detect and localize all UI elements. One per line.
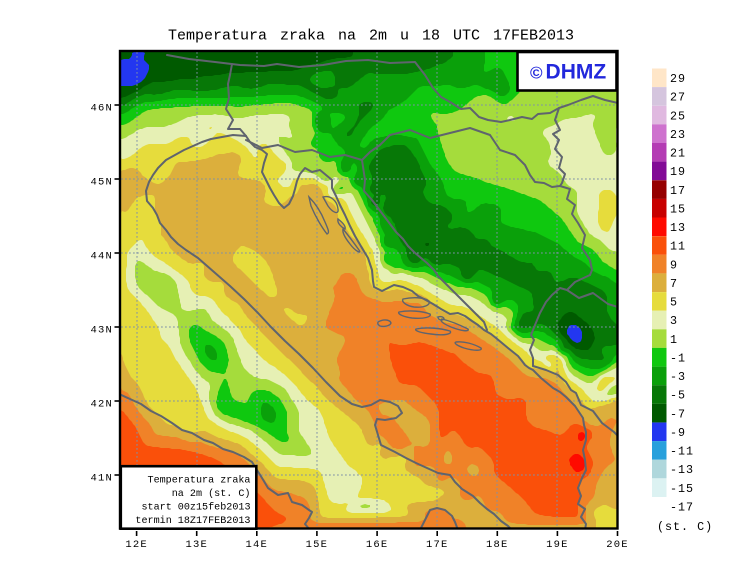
svg-text:25: 25 bbox=[670, 109, 686, 123]
svg-text:5: 5 bbox=[670, 296, 678, 310]
svg-text:-5: -5 bbox=[670, 389, 686, 403]
svg-text:21: 21 bbox=[670, 147, 686, 161]
svg-text:7: 7 bbox=[670, 277, 678, 291]
svg-text:na 2m (st. C): na 2m (st. C) bbox=[172, 488, 251, 500]
svg-text:-13: -13 bbox=[670, 463, 694, 477]
svg-text:-17: -17 bbox=[670, 501, 694, 515]
svg-text:14E: 14E bbox=[246, 539, 269, 551]
svg-text:3: 3 bbox=[670, 314, 678, 328]
svg-text:44N: 44N bbox=[90, 251, 113, 263]
svg-text:-9: -9 bbox=[670, 426, 686, 440]
svg-text:-3: -3 bbox=[670, 370, 686, 384]
svg-text:15E: 15E bbox=[306, 539, 329, 551]
svg-text:23: 23 bbox=[670, 128, 686, 142]
svg-text:19E: 19E bbox=[546, 539, 569, 551]
svg-text:42N: 42N bbox=[90, 399, 113, 411]
svg-text:-1: -1 bbox=[670, 352, 686, 366]
svg-text:41N: 41N bbox=[90, 473, 113, 485]
svg-text:18E: 18E bbox=[486, 539, 509, 551]
svg-text:16E: 16E bbox=[366, 539, 389, 551]
svg-text:19: 19 bbox=[670, 165, 686, 179]
svg-text:11: 11 bbox=[670, 240, 686, 254]
svg-text:(st. C): (st. C) bbox=[657, 520, 713, 534]
svg-text:27: 27 bbox=[670, 91, 686, 105]
svg-text:45N: 45N bbox=[90, 177, 113, 189]
svg-text:46N: 46N bbox=[90, 103, 113, 115]
svg-text:-15: -15 bbox=[670, 482, 694, 496]
svg-text:1: 1 bbox=[670, 333, 678, 347]
svg-text:29: 29 bbox=[670, 72, 686, 86]
svg-text:9: 9 bbox=[670, 258, 678, 272]
svg-text:12E: 12E bbox=[125, 539, 148, 551]
svg-text:start 00z15feb2013: start 00z15feb2013 bbox=[141, 502, 250, 514]
svg-text:©DHMZ: © DHMZ bbox=[530, 61, 606, 84]
svg-text:13E: 13E bbox=[185, 539, 208, 551]
svg-text:13: 13 bbox=[670, 221, 686, 235]
svg-text:17E: 17E bbox=[426, 539, 449, 551]
svg-text:Temperatura zraka: Temperatura zraka bbox=[148, 475, 251, 487]
svg-text:20E: 20E bbox=[606, 539, 629, 551]
svg-text:termin 18Z17FEB2013: termin 18Z17FEB2013 bbox=[135, 515, 250, 527]
svg-text:17: 17 bbox=[670, 184, 686, 198]
svg-text:-7: -7 bbox=[670, 407, 686, 421]
svg-text:-11: -11 bbox=[670, 445, 694, 459]
svg-text:43N: 43N bbox=[90, 325, 113, 337]
svg-text:15: 15 bbox=[670, 202, 686, 216]
svg-text:Temperatura zraka na 2m u 18 U: Temperatura zraka na 2m u 18 UTC 17FEB20… bbox=[168, 28, 574, 45]
